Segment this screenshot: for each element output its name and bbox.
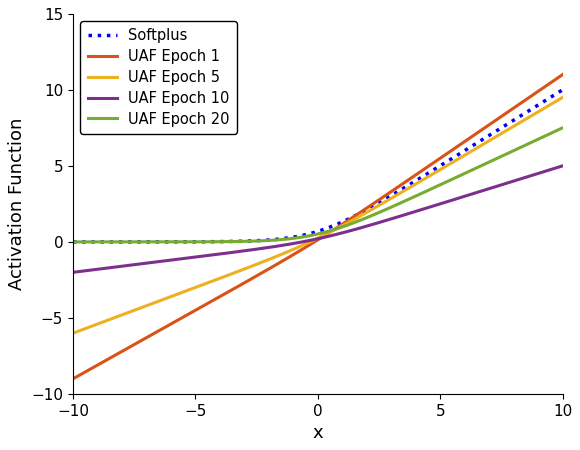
X-axis label: x: x <box>313 424 323 442</box>
UAF Epoch 20 <box>545 132 552 137</box>
UAF Epoch 10 <box>559 163 566 168</box>
UAF Epoch 20 <box>95 239 102 245</box>
Line: UAF Epoch 10: UAF Epoch 10 <box>73 166 563 272</box>
Softplus <box>70 239 77 245</box>
UAF Epoch 5 <box>559 94 566 100</box>
Softplus <box>295 234 302 239</box>
UAF Epoch 5 <box>95 321 102 327</box>
Softplus <box>545 96 552 101</box>
UAF Epoch 5 <box>545 103 552 108</box>
UAF Epoch 10 <box>307 238 314 243</box>
UAF Epoch 1 <box>559 72 566 77</box>
UAF Epoch 1 <box>455 143 462 148</box>
UAF Epoch 20 <box>545 132 552 137</box>
UAF Epoch 10 <box>455 195 462 201</box>
UAF Epoch 10 <box>545 167 552 173</box>
Line: Softplus: Softplus <box>73 90 563 242</box>
UAF Epoch 20 <box>70 239 77 245</box>
UAF Epoch 5 <box>70 330 77 336</box>
Legend: Softplus, UAF Epoch 1, UAF Epoch 5, UAF Epoch 10, UAF Epoch 20: Softplus, UAF Epoch 1, UAF Epoch 5, UAF … <box>80 21 237 134</box>
UAF Epoch 5 <box>307 238 314 244</box>
Line: UAF Epoch 1: UAF Epoch 1 <box>73 75 563 379</box>
UAF Epoch 1 <box>545 81 552 87</box>
UAF Epoch 1 <box>70 376 77 382</box>
UAF Epoch 5 <box>455 156 462 162</box>
UAF Epoch 5 <box>545 103 552 108</box>
UAF Epoch 1 <box>295 249 302 255</box>
UAF Epoch 20 <box>295 235 302 240</box>
Softplus <box>95 239 102 245</box>
Softplus <box>545 96 552 101</box>
Softplus <box>455 152 462 157</box>
UAF Epoch 5 <box>295 245 302 250</box>
UAF Epoch 1 <box>307 241 314 247</box>
Line: UAF Epoch 20: UAF Epoch 20 <box>73 128 563 242</box>
UAF Epoch 20 <box>307 233 314 238</box>
Softplus <box>307 230 314 236</box>
UAF Epoch 20 <box>559 125 566 130</box>
Line: UAF Epoch 5: UAF Epoch 5 <box>73 97 563 333</box>
UAF Epoch 10 <box>545 167 552 173</box>
UAF Epoch 10 <box>295 240 302 245</box>
UAF Epoch 1 <box>545 82 552 87</box>
UAF Epoch 20 <box>455 174 462 179</box>
Y-axis label: Activation Function: Activation Function <box>8 117 26 290</box>
UAF Epoch 1 <box>95 362 102 368</box>
UAF Epoch 10 <box>70 270 77 275</box>
UAF Epoch 10 <box>95 266 102 272</box>
Softplus <box>559 87 566 92</box>
